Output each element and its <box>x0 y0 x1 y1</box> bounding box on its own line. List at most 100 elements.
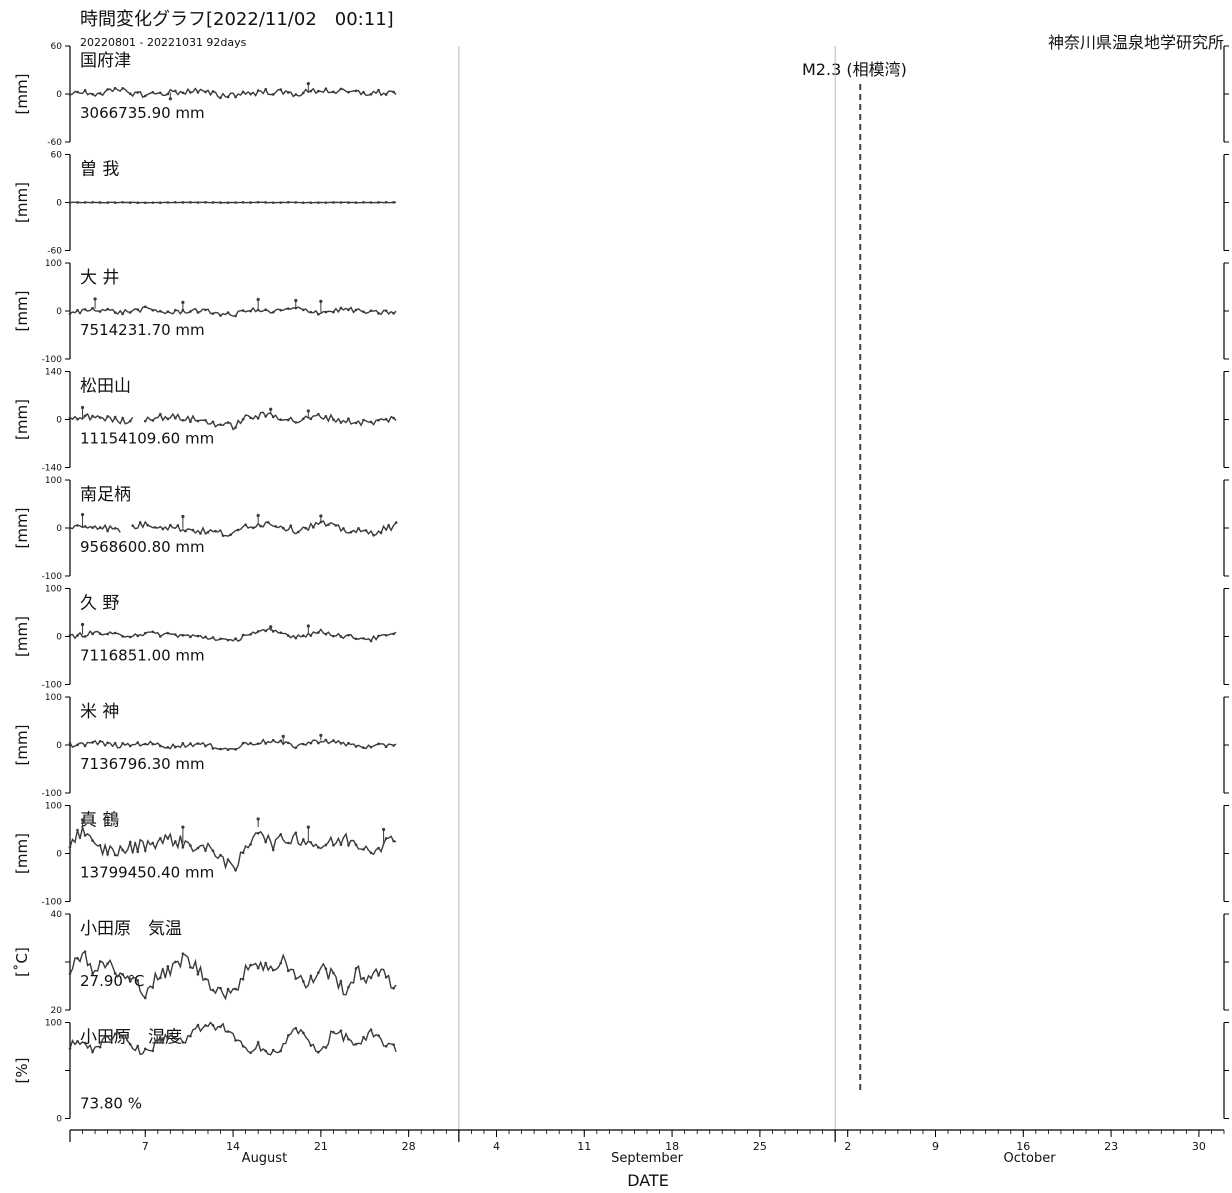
data-point <box>279 961 283 965</box>
data-point <box>174 960 177 964</box>
data-point <box>264 415 267 418</box>
data-point <box>226 858 230 861</box>
data-point <box>271 968 275 972</box>
data-point <box>387 524 390 527</box>
data-point <box>106 201 109 204</box>
data-point <box>234 426 237 429</box>
data-point <box>176 524 180 527</box>
data-point <box>196 972 200 976</box>
data-point <box>279 88 283 91</box>
data-point <box>226 421 230 424</box>
data-point <box>347 90 350 94</box>
earthquake-label: M2.3 (相模湾) <box>802 60 907 79</box>
data-point <box>189 742 192 745</box>
data-point <box>279 631 283 635</box>
data-point <box>121 848 124 852</box>
y-tick-label: -100 <box>42 355 63 365</box>
data-point <box>377 312 380 315</box>
data-point <box>377 974 380 977</box>
x-axis-title: DATE <box>627 1171 669 1190</box>
data-point <box>204 418 207 422</box>
data-point <box>317 971 320 975</box>
data-point <box>204 635 207 639</box>
y-tick-label: 100 <box>45 476 62 486</box>
data-point <box>309 201 313 204</box>
data-point <box>347 201 350 204</box>
data-point <box>377 742 380 746</box>
data-point <box>226 638 230 642</box>
data-point <box>166 837 170 840</box>
data-point <box>384 634 388 637</box>
data-point <box>269 407 273 411</box>
data-point <box>159 744 162 748</box>
x-tick-label: 21 <box>314 1140 328 1153</box>
data-point <box>369 745 373 749</box>
latest-value-label: 7116851.00 mm <box>80 647 205 665</box>
data-point <box>113 311 117 314</box>
data-point <box>369 92 373 96</box>
x-tick-label: 25 <box>753 1140 767 1153</box>
data-point <box>68 526 72 530</box>
data-point <box>91 92 94 96</box>
data-point <box>279 418 283 421</box>
data-point <box>174 745 177 749</box>
data-point <box>369 309 373 312</box>
data-point <box>189 1034 192 1038</box>
data-point <box>219 1025 222 1028</box>
data-point <box>234 868 237 872</box>
data-point <box>269 625 273 629</box>
data-point <box>121 416 124 420</box>
data-point <box>339 87 343 91</box>
data-point <box>256 1040 260 1044</box>
series-line <box>69 87 397 99</box>
data-point <box>146 523 150 527</box>
data-point <box>286 634 290 637</box>
data-point <box>161 527 165 531</box>
data-point <box>83 635 87 638</box>
data-point <box>302 742 305 746</box>
data-point <box>324 87 328 90</box>
data-point <box>339 843 343 846</box>
x-tick-label: 16 <box>1016 1140 1030 1153</box>
data-point <box>136 91 140 94</box>
data-point <box>221 534 225 537</box>
x-tick-label: 11 <box>577 1140 591 1153</box>
data-point <box>196 846 200 850</box>
data-point <box>354 843 358 847</box>
data-point <box>271 93 275 96</box>
data-point <box>143 201 147 205</box>
data-point <box>354 201 358 204</box>
data-point <box>294 746 298 750</box>
station-name: 曽 我 <box>80 160 119 180</box>
data-point <box>392 744 395 747</box>
data-point <box>196 311 200 314</box>
data-point <box>159 635 162 638</box>
data-point <box>181 952 185 955</box>
data-point <box>369 851 373 855</box>
data-point <box>121 1034 124 1038</box>
data-point <box>256 417 260 420</box>
series-line <box>69 824 397 872</box>
data-point <box>392 416 395 420</box>
data-point <box>294 831 298 835</box>
data-point <box>128 201 132 204</box>
data-point <box>143 1047 147 1051</box>
y-tick-label: 60 <box>51 151 63 161</box>
data-point <box>377 1034 380 1037</box>
data-point <box>151 986 155 989</box>
data-point <box>128 635 132 639</box>
y-tick-label: 0 <box>56 1115 62 1125</box>
data-point <box>91 839 94 842</box>
station-name: 米 神 <box>80 702 119 722</box>
data-point <box>91 1050 94 1054</box>
y-tick-label: -60 <box>47 247 62 257</box>
data-point <box>106 962 109 965</box>
data-point <box>136 979 140 982</box>
data-point <box>83 950 87 953</box>
data-point <box>128 311 132 314</box>
data-point <box>174 308 177 312</box>
data-point <box>317 1050 320 1054</box>
data-point <box>91 526 94 530</box>
data-point <box>76 743 79 747</box>
data-point <box>281 734 285 738</box>
